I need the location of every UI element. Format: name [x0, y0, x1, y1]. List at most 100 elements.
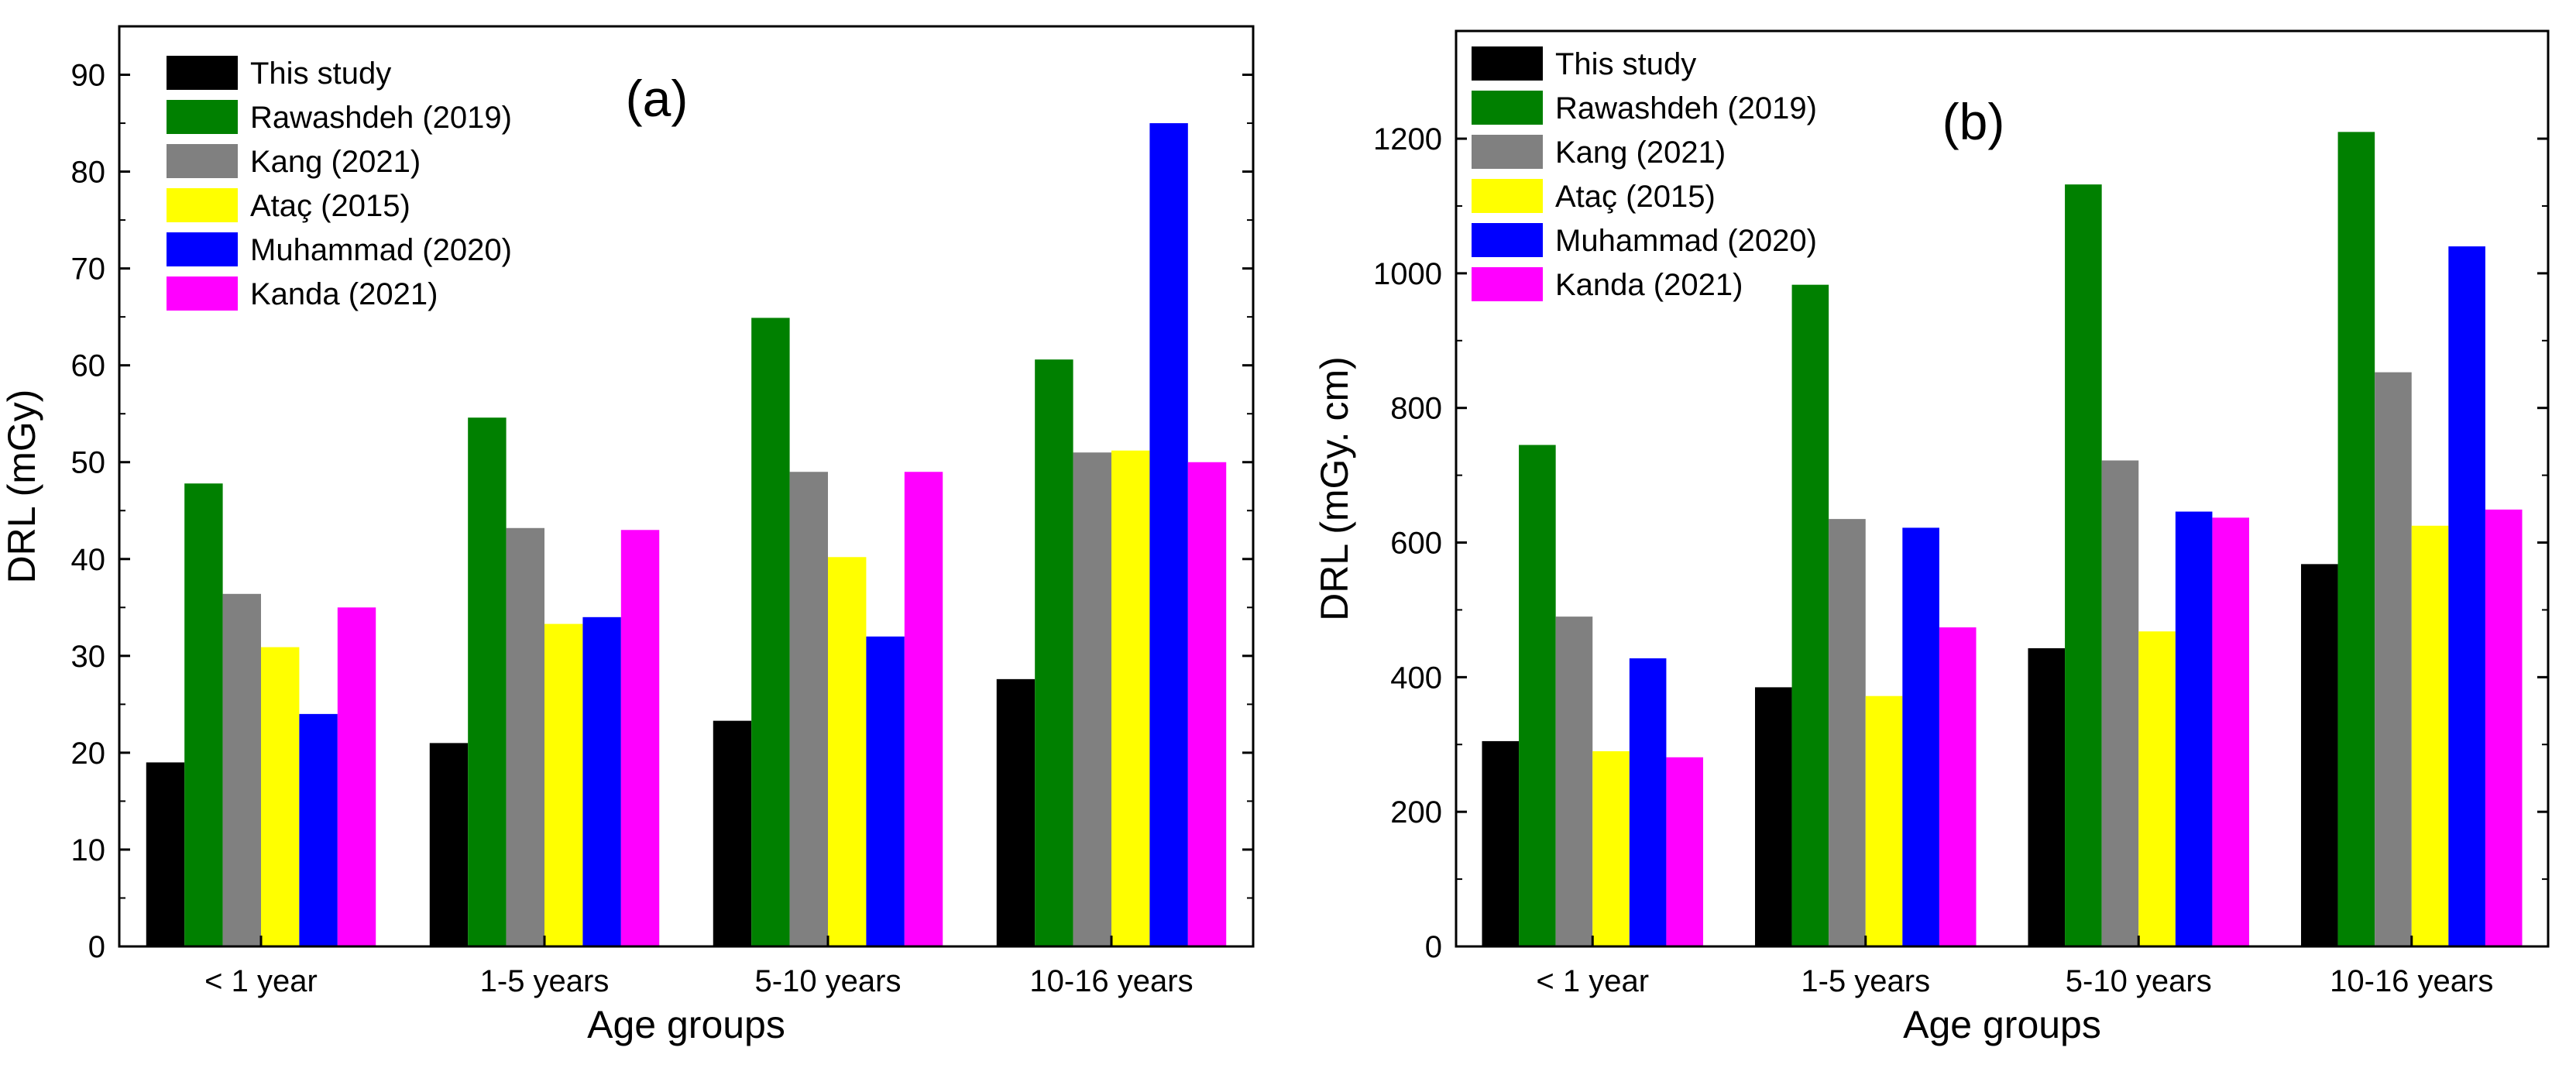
y-tick-label: 60 — [71, 349, 106, 383]
bar-0-0-0 — [146, 762, 185, 946]
y-tick-label: 90 — [71, 59, 106, 93]
bar-0-4-3 — [1149, 123, 1188, 947]
bar-1-0-3 — [2300, 564, 2338, 946]
bar-0-3-0 — [261, 647, 300, 946]
bar-0-1-0 — [184, 483, 223, 946]
legend-label-3: Ataç (2015) — [250, 189, 410, 223]
bar-1-0-1 — [1754, 687, 1792, 946]
bar-1-5-2 — [2212, 517, 2250, 946]
y-tick-label: 70 — [71, 252, 106, 287]
bar-0-4-2 — [866, 636, 905, 946]
y-tick-label: 10 — [71, 833, 106, 867]
x-axis-title: Age groups — [587, 1003, 785, 1046]
legend: This study Rawashdeh (2019) Kang (2021) Ata… — [167, 56, 512, 311]
y-axis-title: DRL (mGy) — [0, 390, 43, 584]
bar-1-3-2 — [2138, 631, 2176, 946]
panel-label: (a) — [626, 70, 689, 127]
legend-swatch-3 — [167, 188, 238, 222]
legend: This study Rawashdeh (2019) Kang (2021) Ata… — [1472, 46, 1817, 302]
bar-1-3-0 — [1592, 750, 1630, 946]
bar-0-2-3 — [1073, 452, 1111, 946]
bar-1-1-1 — [1791, 284, 1829, 946]
bar-1-5-3 — [2485, 509, 2523, 946]
y-tick-label: 0 — [88, 930, 105, 964]
y-axis-title: DRL (mGy. cm) — [1313, 356, 1356, 621]
x-tick-label: 1-5 years — [480, 964, 610, 998]
bar-1-4-2 — [2175, 511, 2213, 946]
bar-1-4-3 — [2448, 246, 2485, 946]
bar-1-3-3 — [2411, 525, 2449, 946]
x-axis-title: Age groups — [1903, 1003, 2101, 1046]
legend-label-5: Kanda (2021) — [250, 277, 438, 311]
bar-1-3-1 — [1865, 695, 1903, 946]
bar-1-5-1 — [1939, 627, 1977, 946]
y-tick-label: 400 — [1390, 661, 1442, 695]
chart-panel-0: 0 10 20 30 40 50 60 70 80 90 < 1 year 1-5 years 5-10… — [0, 25, 1255, 1046]
bar-1-0-2 — [2028, 647, 2066, 946]
legend-label-1: Rawashdeh (2019) — [250, 101, 512, 135]
bar-1-5-0 — [1666, 757, 1704, 946]
bar-0-0-3 — [996, 678, 1036, 946]
x-tick-label: < 1 year — [1536, 964, 1649, 998]
bar-0-5-0 — [337, 607, 376, 946]
x-tick-label: 10-16 years — [2330, 964, 2493, 998]
legend-swatch-1 — [1472, 91, 1543, 125]
x-tick-label: 5-10 years — [2066, 964, 2212, 998]
y-tick-label: 50 — [71, 446, 106, 480]
bar-1-1-0 — [1519, 445, 1556, 946]
plot-frame — [118, 25, 1255, 948]
bar-0-5-1 — [620, 530, 660, 946]
bar-0-2-1 — [506, 527, 544, 946]
legend-swatch-4 — [1472, 223, 1543, 257]
y-tick-label: 30 — [71, 640, 106, 674]
bar-0-2-0 — [222, 593, 261, 946]
y-tick-label: 40 — [71, 543, 106, 577]
bar-0-0-1 — [429, 743, 469, 946]
bar-1-4-1 — [1902, 527, 1939, 946]
bar-0-0-2 — [713, 720, 752, 946]
bar-1-2-0 — [1555, 616, 1593, 946]
bar-0-4-1 — [582, 616, 621, 946]
legend-label-4: Muhammad (2020) — [1555, 224, 1817, 258]
bar-0-5-2 — [904, 472, 943, 946]
panel-label: (b) — [1942, 93, 2005, 150]
legend-swatch-1 — [167, 100, 238, 134]
bar-0-1-1 — [468, 417, 507, 946]
legend-label-0: This study — [1555, 47, 1696, 81]
legend-swatch-0 — [167, 56, 238, 90]
legend-label-2: Kang (2021) — [1555, 136, 1726, 170]
y-tick-label: 600 — [1390, 527, 1442, 561]
bar-1-4-0 — [1629, 658, 1667, 946]
bar-1-2-1 — [1829, 519, 1866, 946]
bar-0-2-2 — [789, 472, 828, 946]
legend-swatch-3 — [1472, 179, 1543, 213]
legend-label-0: This study — [250, 57, 391, 91]
y-tick-label: 0 — [1425, 930, 1442, 964]
legend-swatch-2 — [1472, 135, 1543, 169]
legend-swatch-4 — [167, 232, 238, 266]
y-tick-label: 20 — [71, 737, 106, 771]
bar-0-3-1 — [544, 623, 583, 946]
y-tick-label: 80 — [71, 156, 106, 190]
legend-swatch-5 — [167, 276, 238, 311]
legend-label-4: Muhammad (2020) — [250, 233, 512, 267]
bar-1-1-2 — [2065, 184, 2102, 947]
x-tick-label: < 1 year — [204, 964, 318, 998]
legend-swatch-0 — [1472, 46, 1543, 81]
x-tick-label: 10-16 years — [1029, 964, 1193, 998]
bar-1-2-3 — [2375, 372, 2412, 946]
bar-0-1-2 — [751, 318, 790, 946]
bar-0-3-2 — [828, 557, 867, 946]
plot-frame — [1455, 29, 2550, 948]
bar-0-1-3 — [1035, 359, 1073, 947]
legend-label-1: Rawashdeh (2019) — [1555, 91, 1817, 125]
legend-label-5: Kanda (2021) — [1555, 268, 1743, 302]
bar-0-3-3 — [1111, 450, 1150, 946]
y-tick-label: 1200 — [1373, 122, 1442, 156]
bar-1-0-0 — [1482, 740, 1520, 946]
legend-swatch-5 — [1472, 267, 1543, 301]
bar-0-4-0 — [299, 713, 338, 946]
legend-label-2: Kang (2021) — [250, 145, 421, 179]
y-tick-label: 800 — [1390, 392, 1442, 426]
